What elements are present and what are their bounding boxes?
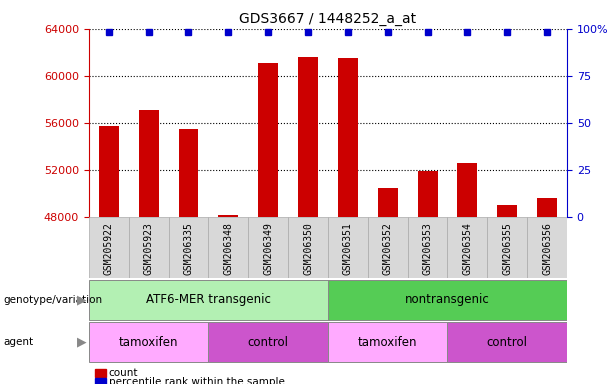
- Bar: [89, 217, 129, 278]
- Bar: [338, 58, 358, 217]
- Bar: [208, 322, 328, 362]
- Bar: [537, 198, 557, 217]
- Text: percentile rank within the sample: percentile rank within the sample: [109, 377, 284, 384]
- Bar: [368, 217, 408, 278]
- Bar: [447, 322, 567, 362]
- Text: GSM206354: GSM206354: [462, 222, 473, 275]
- Bar: [487, 217, 527, 278]
- Text: GSM206349: GSM206349: [263, 222, 273, 275]
- Bar: [298, 57, 318, 217]
- Text: GSM206350: GSM206350: [303, 222, 313, 275]
- Title: GDS3667 / 1448252_a_at: GDS3667 / 1448252_a_at: [240, 12, 416, 26]
- Text: GSM206353: GSM206353: [422, 222, 433, 275]
- Bar: [258, 63, 278, 217]
- Bar: [417, 171, 438, 217]
- Bar: [447, 217, 487, 278]
- Bar: [218, 215, 238, 217]
- Text: control: control: [248, 336, 289, 349]
- Bar: [527, 217, 567, 278]
- Bar: [248, 217, 288, 278]
- Text: GSM206355: GSM206355: [502, 222, 512, 275]
- Bar: [178, 129, 199, 217]
- Text: GSM206335: GSM206335: [183, 222, 194, 275]
- Text: GSM205922: GSM205922: [104, 222, 114, 275]
- Bar: [89, 322, 208, 362]
- Text: tamoxifen: tamoxifen: [358, 336, 417, 349]
- Bar: [89, 280, 328, 320]
- Bar: [457, 163, 478, 217]
- Bar: [497, 205, 517, 217]
- Bar: [208, 217, 248, 278]
- Text: GSM206348: GSM206348: [223, 222, 234, 275]
- Text: tamoxifen: tamoxifen: [119, 336, 178, 349]
- Bar: [378, 187, 398, 217]
- Text: agent: agent: [3, 337, 33, 347]
- Bar: [328, 322, 447, 362]
- Bar: [328, 280, 567, 320]
- Bar: [408, 217, 447, 278]
- Text: GSM206352: GSM206352: [383, 222, 393, 275]
- Text: count: count: [109, 368, 138, 378]
- Text: control: control: [487, 336, 528, 349]
- Text: ▶: ▶: [77, 293, 86, 306]
- Bar: [169, 217, 208, 278]
- Bar: [139, 110, 159, 217]
- Text: GSM206351: GSM206351: [343, 222, 353, 275]
- Bar: [99, 126, 119, 217]
- Text: ATF6-MER transgenic: ATF6-MER transgenic: [146, 293, 271, 306]
- Bar: [328, 217, 368, 278]
- Text: ▶: ▶: [77, 336, 86, 349]
- Bar: [129, 217, 169, 278]
- Text: GSM206356: GSM206356: [542, 222, 552, 275]
- Text: GSM205923: GSM205923: [143, 222, 154, 275]
- Text: genotype/variation: genotype/variation: [3, 295, 102, 305]
- Text: nontransgenic: nontransgenic: [405, 293, 490, 306]
- Bar: [288, 217, 328, 278]
